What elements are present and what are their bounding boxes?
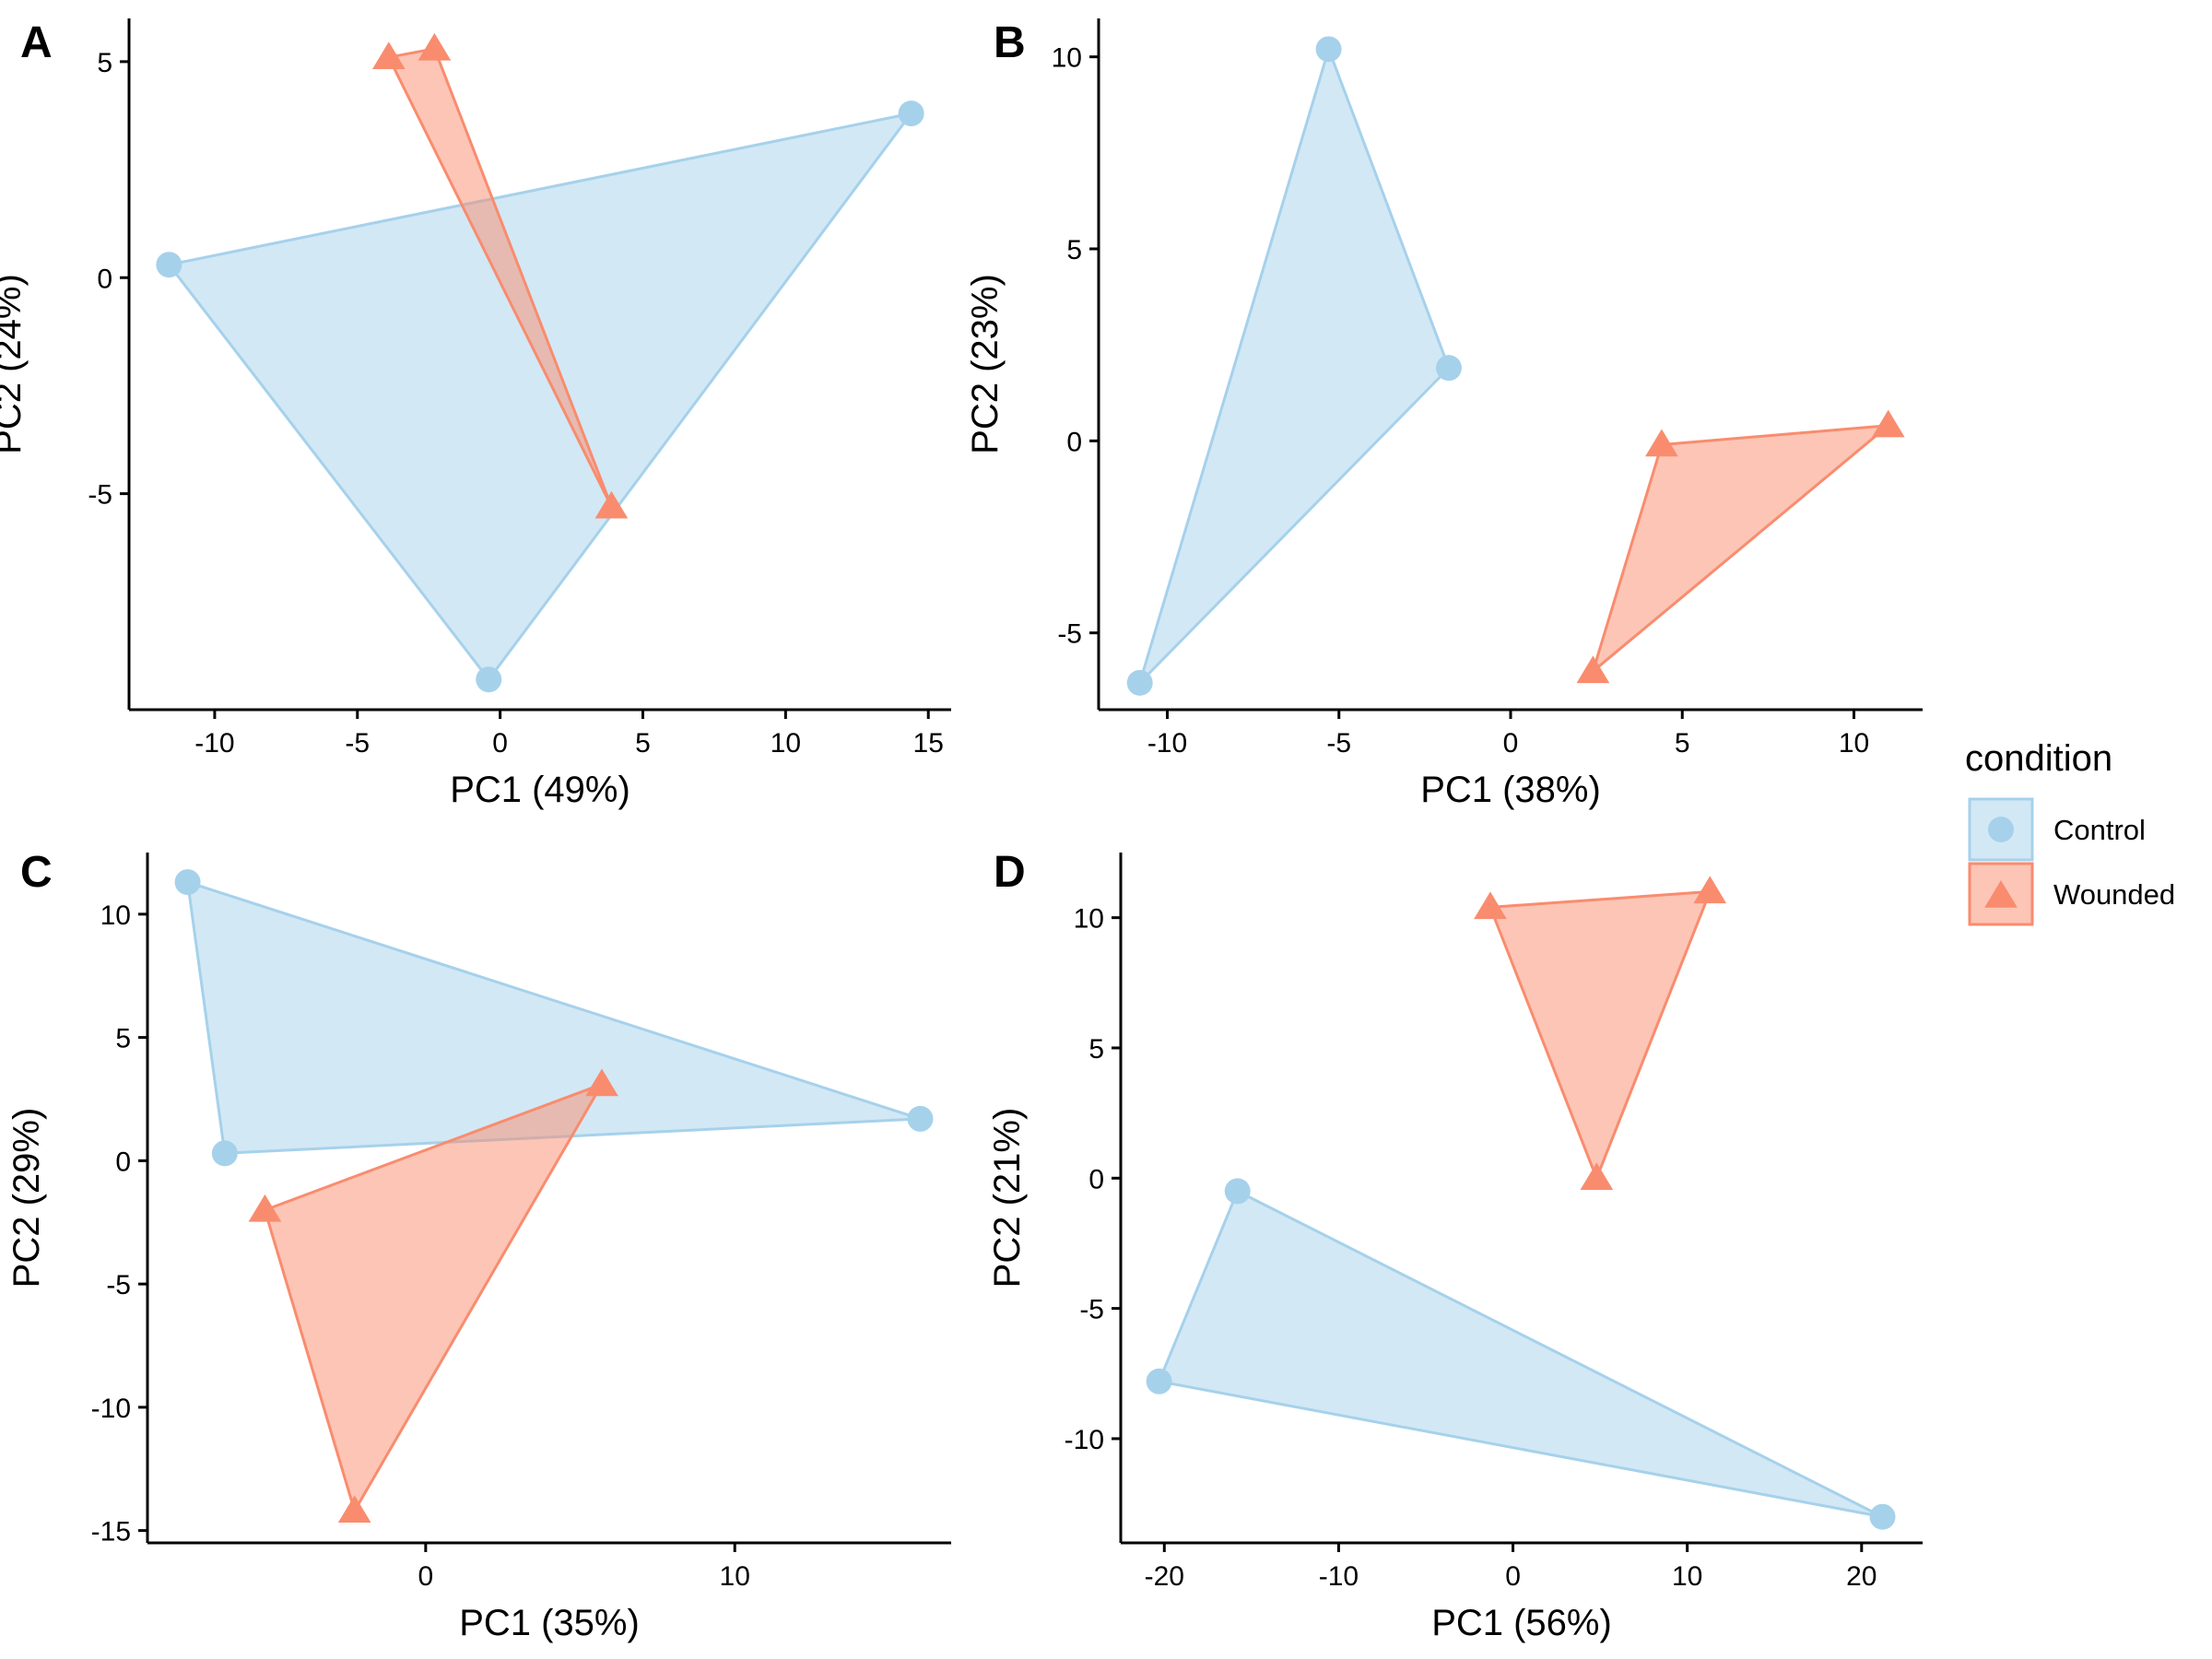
x-tick-label: -5 (345, 728, 370, 759)
wounded-point (1871, 409, 1905, 438)
control-point (1126, 669, 1153, 696)
y-tick-label: 0 (115, 1147, 131, 1177)
wounded-hull (1488, 889, 1712, 1180)
x-tick-label: 0 (1503, 728, 1519, 759)
y-tick-label: 0 (97, 264, 112, 294)
x-axis-title: PC1 (49%) (450, 770, 630, 810)
y-tick-label: 10 (1052, 43, 1082, 74)
panel-letter: D (994, 848, 1026, 897)
y-tick-label: -10 (1065, 1425, 1104, 1455)
wounded-point (1580, 1162, 1614, 1191)
x-tick-label: 0 (1505, 1561, 1521, 1592)
x-tick-label: -10 (1319, 1561, 1359, 1592)
y-tick-label: 5 (97, 48, 112, 78)
y-tick-label: 10 (100, 900, 131, 931)
x-tick-label: 0 (418, 1561, 434, 1592)
y-axis-title: PC2 (23%) (965, 274, 1006, 454)
legend-item-wounded: Wounded (1968, 862, 2175, 926)
wounded-hull (263, 1082, 604, 1512)
control-hull (1138, 47, 1451, 685)
y-tick-label: 5 (1088, 1034, 1104, 1065)
control-point (1315, 36, 1342, 63)
wounded-point (1576, 655, 1610, 684)
legend-triangle-marker (1984, 880, 2018, 908)
legend-item-control: Control (1968, 797, 2146, 862)
y-axis-title: PC2 (24%) (0, 274, 29, 454)
x-tick-label: -20 (1145, 1561, 1184, 1592)
x-tick-label: 5 (1675, 728, 1690, 759)
wounded-hull (1591, 424, 1890, 673)
x-axis-title: PC1 (38%) (1420, 770, 1601, 810)
panel-d: D -20 -10 0 10 20 -10 -5 0 5 10 PC1 (56%) PC2 (21%) (987, 848, 1923, 1643)
x-tick-label: 15 (913, 728, 944, 759)
control-point (1224, 1178, 1251, 1205)
wounded-point (418, 32, 452, 61)
legend-circle-marker (1988, 817, 2014, 842)
y-tick-label: 0 (1066, 427, 1082, 457)
y-tick-label: 0 (1088, 1164, 1104, 1194)
wounded-point (1474, 891, 1507, 920)
legend-items: Control Wounded (1968, 797, 2175, 926)
x-tick-label: -5 (1326, 728, 1351, 759)
x-tick-label: 10 (720, 1561, 750, 1592)
y-axis-title: PC2 (21%) (987, 1108, 1028, 1288)
wounded-point (1645, 429, 1678, 457)
y-tick-label: -5 (106, 1270, 131, 1300)
x-axis-title: PC1 (35%) (459, 1603, 640, 1643)
y-tick-label: -5 (88, 480, 112, 511)
wounded-point (248, 1194, 282, 1222)
x-tick-label: -10 (1147, 728, 1187, 759)
control-point (211, 1140, 238, 1167)
x-tick-label: 10 (771, 728, 801, 759)
control-point (476, 666, 502, 693)
y-tick-label: 10 (1074, 904, 1104, 935)
legend-label: Control (2053, 814, 2146, 846)
x-tick-label: 5 (635, 728, 651, 759)
wounded-point (371, 41, 406, 69)
control-point (156, 252, 182, 278)
x-tick-label: 20 (1846, 1561, 1877, 1592)
legend-label: Wounded (2053, 878, 2175, 911)
x-axis-title: PC1 (56%) (1431, 1603, 1612, 1643)
y-tick-label: 5 (1066, 235, 1082, 265)
y-tick-label: -5 (1079, 1295, 1104, 1325)
control-point (1869, 1503, 1896, 1530)
control-point (1146, 1368, 1172, 1394)
x-tick-label: -10 (194, 728, 234, 759)
panel-b: B -10 -5 0 5 10 -5 0 5 10 PC1 (38%) PC2 (23%) (965, 18, 1923, 810)
legend-title: condition (1965, 738, 2112, 779)
y-tick-label: -5 (1057, 619, 1082, 650)
control-point (898, 100, 924, 127)
control-hull (167, 112, 913, 681)
panel-letter: C (20, 848, 53, 897)
panel-c: C 0 10 -15 -10 -5 0 5 10 PC1 (35%) PC2 (29%) (6, 848, 951, 1643)
control-hull (1158, 1189, 1884, 1519)
panel-letter: A (20, 18, 53, 67)
x-tick-label: 10 (1839, 728, 1869, 759)
panel-letter: B (994, 18, 1026, 67)
x-tick-label: 0 (492, 728, 508, 759)
control-point (907, 1105, 934, 1132)
wounded-point (337, 1495, 371, 1523)
y-tick-label: -10 (91, 1394, 131, 1424)
legend: condition Control Wounded (1965, 738, 2175, 926)
wounded-hull (387, 47, 613, 509)
y-axis-title: PC2 (29%) (6, 1108, 47, 1288)
y-tick-label: -15 (91, 1517, 131, 1547)
wounded-point (594, 490, 629, 519)
wounded-point (585, 1068, 618, 1097)
control-point (174, 869, 201, 896)
x-tick-label: 10 (1672, 1561, 1702, 1592)
control-point (1435, 355, 1462, 382)
y-tick-label: 5 (115, 1024, 131, 1054)
wounded-point (1693, 876, 1727, 904)
